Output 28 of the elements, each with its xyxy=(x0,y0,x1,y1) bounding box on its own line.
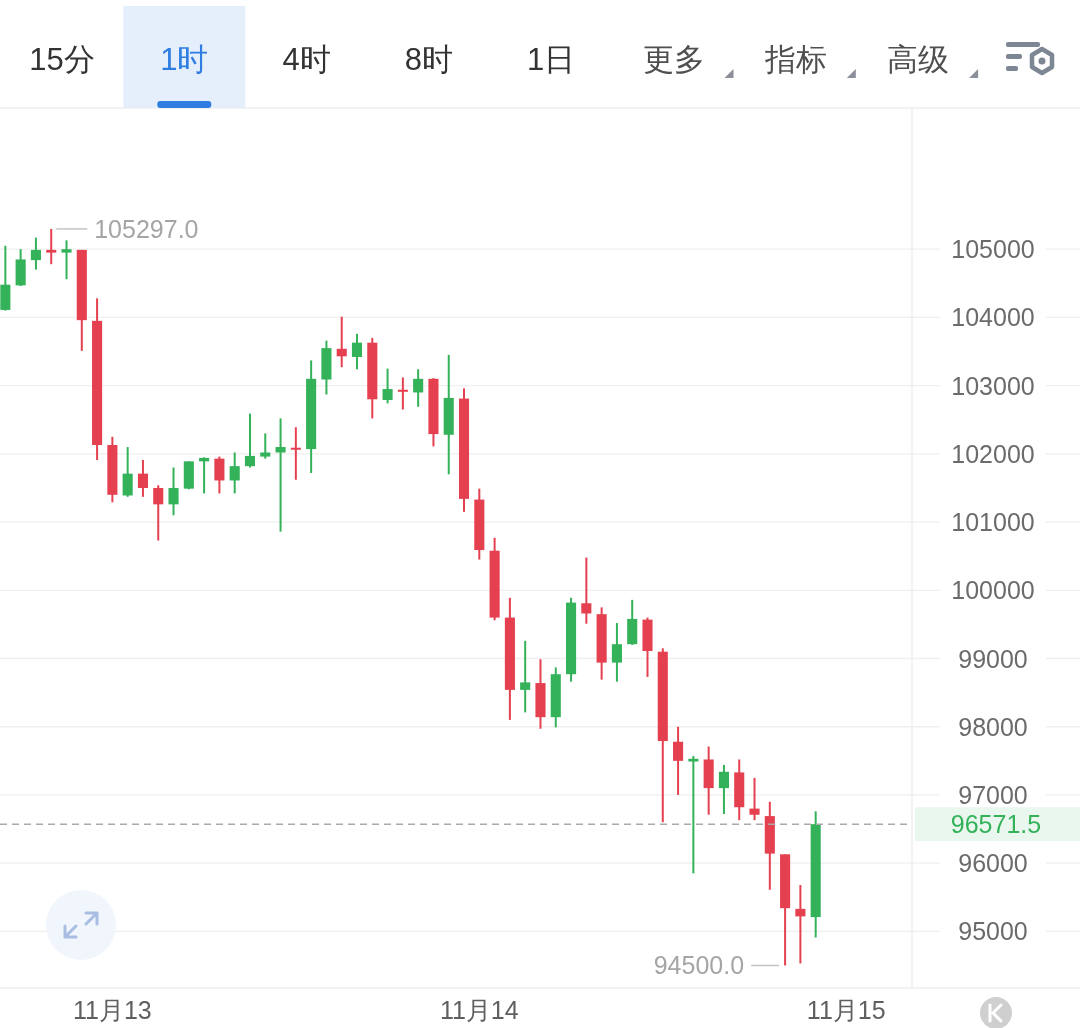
y-tick-label: 104000 xyxy=(951,303,1035,332)
y-tick-label: 101000 xyxy=(951,508,1035,537)
toolbar-label: 4时 xyxy=(282,42,331,77)
y-tick-label: 98000 xyxy=(958,712,1028,741)
y-tick-label: 103000 xyxy=(951,371,1035,400)
y-tick-label: 100000 xyxy=(951,576,1035,605)
x-tick-label: 11月15 xyxy=(806,996,886,1024)
annotation: 94500.0 xyxy=(653,951,745,980)
annotation: 105297.0 xyxy=(94,214,199,243)
toolbar-label: 更多 xyxy=(642,42,705,77)
price-note: 105297.0 xyxy=(55,214,199,243)
toolbar-label: 高级 xyxy=(887,42,950,77)
toolbar-label: 1时 xyxy=(160,42,209,77)
y-tick-label: 96000 xyxy=(958,849,1028,878)
toolbar-label: 1日 xyxy=(527,42,576,77)
ref-line-label: 96571.5 xyxy=(950,810,1042,839)
y-tick-label: 105000 xyxy=(951,235,1035,264)
toolbar-label: 8时 xyxy=(404,42,453,77)
y-tick-label: 102000 xyxy=(951,439,1035,468)
toolbar-label: 指标 xyxy=(764,42,827,77)
toolbar-label: 15分 xyxy=(29,42,95,77)
y-tick-label: 97000 xyxy=(958,780,1028,809)
price-note: 94500.0 xyxy=(653,951,780,980)
x-tick-label: 11月14 xyxy=(439,996,519,1024)
y-tick-label: 95000 xyxy=(958,917,1028,946)
y-tick-label: 99000 xyxy=(958,644,1028,673)
x-tick-label: 11月13 xyxy=(72,996,152,1024)
ref-line: 96571.5 xyxy=(0,807,1080,842)
